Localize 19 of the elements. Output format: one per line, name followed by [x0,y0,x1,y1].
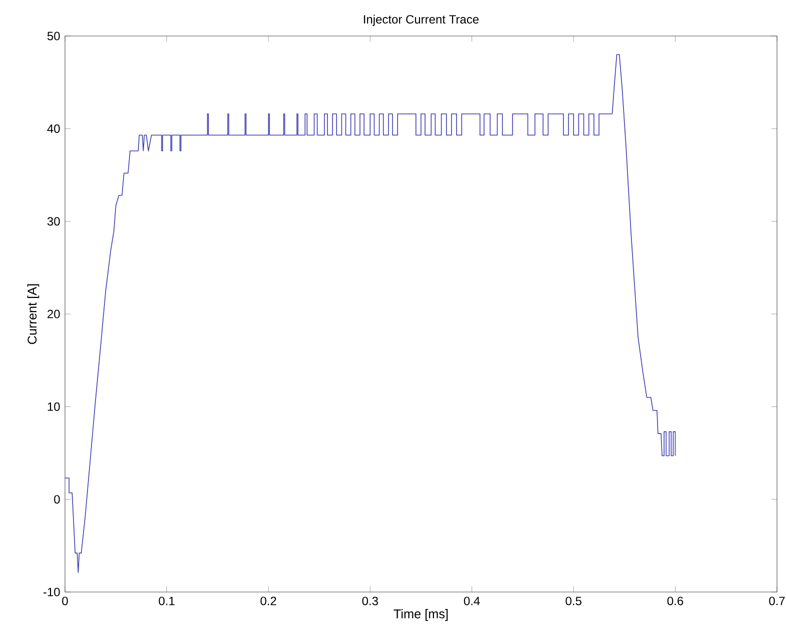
x-tick-label: 0.4 [464,596,480,606]
y-tick-label: 50 [47,32,60,40]
y-tick-label: -10 [43,588,60,596]
x-tick-label: 0 [62,596,68,606]
line-series [65,54,676,573]
y-tick-label: 30 [47,217,60,226]
y-tick-label: 0 [54,495,60,504]
y-tick-label: 10 [48,402,60,411]
x-tick-label: 0.7 [769,596,785,606]
x-tick-label: 0.5 [566,596,582,606]
y-tick-label: 20 [48,310,60,318]
chart-title: Injector Current Trace [364,14,479,26]
x-tick-label: 0.2 [260,596,276,606]
x-axis-title: Time [ms] [394,609,448,621]
x-tick-label: 0.3 [362,596,378,606]
y-tick-label: 40 [47,124,60,133]
x-tick-label: 0.1 [158,596,174,606]
x-tick-label: 0.6 [667,596,684,606]
y-axis-title: Current [A] [27,284,40,344]
